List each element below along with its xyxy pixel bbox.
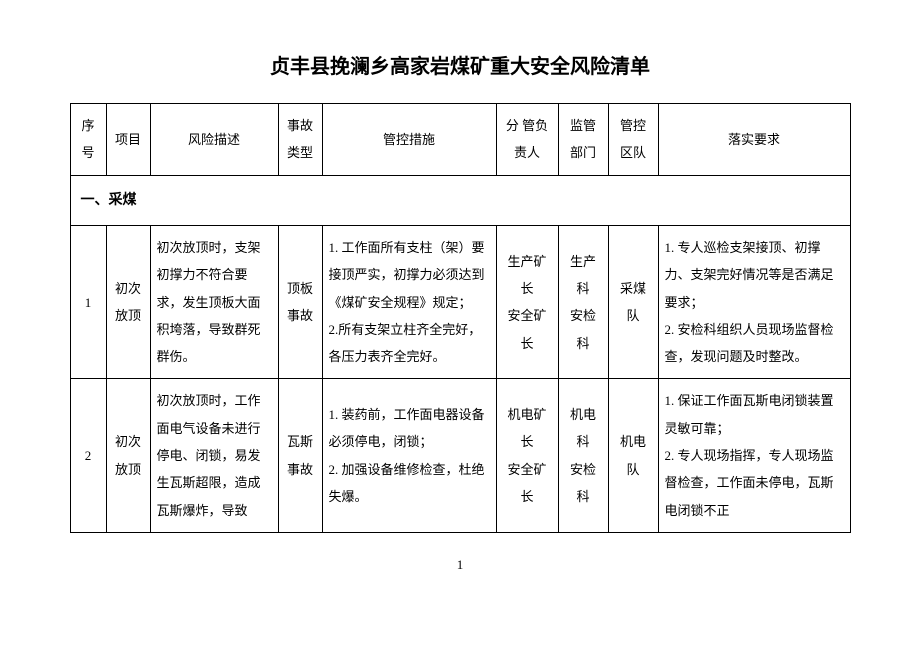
section-row: 一、采煤	[70, 175, 850, 225]
cell-project: 初次放顶	[106, 225, 150, 378]
cell-dept: 机电科 安检科	[558, 379, 608, 532]
cell-team: 采煤队	[608, 225, 658, 378]
col-team: 管控区队	[608, 104, 658, 176]
cell-type: 顶板事故	[278, 225, 322, 378]
cell-control: 1. 装药前，工作面电器设备必须停电，闭锁； 2. 加强设备维修检查，杜绝失爆。	[322, 379, 496, 532]
col-seq: 序号	[70, 104, 106, 176]
col-dept: 监管部门	[558, 104, 608, 176]
cell-project: 初次放顶	[106, 379, 150, 532]
table-header-row: 序号 项目 风险描述 事故类型 管控措施 分 管负责人 监管部门 管控区队 落实…	[70, 104, 850, 176]
cell-responsible: 生产矿长 安全矿长	[496, 225, 558, 378]
cell-requirement: 1. 保证工作面瓦斯电闭锁装置灵敏可靠； 2. 专人现场指挥，专人现场监督检查，…	[658, 379, 850, 532]
cell-type: 瓦斯事故	[278, 379, 322, 532]
section-label: 一、采煤	[70, 175, 850, 225]
table-row: 1 初次放顶 初次放顶时，支架初撑力不符合要求，发生顶板大面积垮落，导致群死群伤…	[70, 225, 850, 378]
document-title: 贞丰县挽澜乡高家岩煤矿重大安全风险清单	[270, 50, 650, 79]
risk-table: 序号 项目 风险描述 事故类型 管控措施 分 管负责人 监管部门 管控区队 落实…	[70, 103, 851, 533]
col-risk: 风险描述	[150, 104, 278, 176]
page-number: 1	[457, 557, 464, 573]
cell-risk: 初次放顶时，支架初撑力不符合要求，发生顶板大面积垮落，导致群死群伤。	[150, 225, 278, 378]
cell-control: 1. 工作面所有支柱（架）要接顶严实，初撑力必须达到《煤矿安全规程》规定； 2.…	[322, 225, 496, 378]
cell-seq: 1	[70, 225, 106, 378]
cell-risk: 初次放顶时，工作面电气设备未进行停电、闭锁，易发生瓦斯超限，造成瓦斯爆炸，导致	[150, 379, 278, 532]
col-type: 事故类型	[278, 104, 322, 176]
table-row: 2 初次放顶 初次放顶时，工作面电气设备未进行停电、闭锁，易发生瓦斯超限，造成瓦…	[70, 379, 850, 532]
cell-requirement: 1. 专人巡检支架接顶、初撑力、支架完好情况等是否满足要求； 2. 安检科组织人…	[658, 225, 850, 378]
col-requirement: 落实要求	[658, 104, 850, 176]
col-control: 管控措施	[322, 104, 496, 176]
cell-dept: 生产科 安检科	[558, 225, 608, 378]
col-project: 项目	[106, 104, 150, 176]
cell-responsible: 机电矿长 安全矿长	[496, 379, 558, 532]
col-responsible: 分 管负责人	[496, 104, 558, 176]
cell-seq: 2	[70, 379, 106, 532]
cell-team: 机电队	[608, 379, 658, 532]
